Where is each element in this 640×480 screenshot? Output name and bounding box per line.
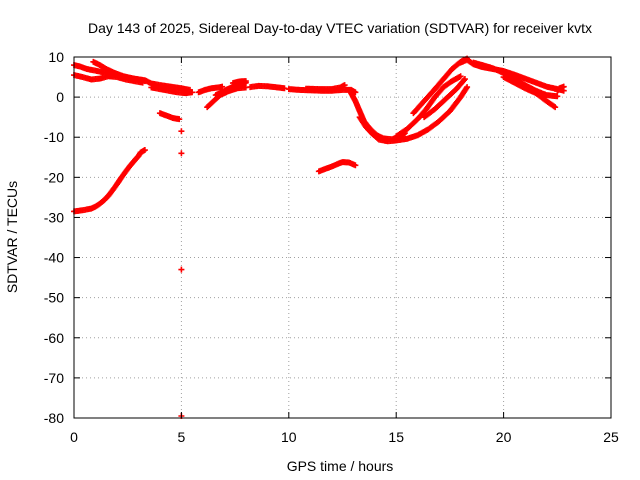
data-point	[242, 78, 249, 85]
series-arc-p	[421, 76, 468, 121]
data-point	[178, 150, 185, 157]
data-point	[176, 116, 183, 123]
y-tick-label: -30	[44, 209, 64, 225]
x-tick-label: 10	[281, 429, 297, 445]
y-axis-label: SDTVAR / TECUs	[4, 181, 20, 293]
y-tick-label: -60	[44, 330, 64, 346]
data-point	[189, 89, 196, 96]
plot-frame	[73, 56, 612, 419]
y-tick-labels: 10 0 -10 -20 -30 -40 -50 -60 -70 -80	[44, 49, 64, 426]
y-tick-label: 10	[48, 49, 64, 65]
data-point	[554, 93, 561, 100]
series-arc-i	[247, 82, 288, 92]
data-point	[141, 147, 148, 154]
data-point	[178, 266, 185, 273]
data-point	[460, 77, 467, 84]
series-arc-d	[148, 84, 196, 97]
series-arc-n	[393, 73, 464, 140]
series-arc-v	[71, 147, 148, 215]
series-arc-e	[195, 83, 226, 96]
x-tick-label: 0	[70, 429, 78, 445]
series-arc-u	[156, 110, 183, 123]
grid-lines	[74, 57, 611, 418]
series-arc-w	[315, 159, 359, 175]
x-tick-label: 25	[603, 429, 619, 445]
data-point	[341, 82, 348, 89]
y-tick-label: -80	[44, 410, 64, 426]
axis-ticks	[73, 56, 612, 419]
x-tick-label: 15	[388, 429, 404, 445]
x-tick-label: 5	[178, 429, 186, 445]
series-arc-m	[356, 84, 471, 145]
data-point	[352, 162, 359, 169]
y-tick-label: -20	[44, 169, 64, 185]
series-arc-h	[229, 78, 249, 87]
data-point	[219, 83, 226, 90]
series-arc-s	[500, 74, 559, 111]
data-point	[178, 128, 185, 135]
data-point	[464, 84, 471, 91]
data-point	[552, 104, 559, 111]
series-arc-t	[554, 83, 567, 95]
data-points	[71, 55, 567, 419]
data-point	[461, 76, 468, 83]
series-arc-g	[212, 79, 249, 99]
data-point	[352, 89, 359, 96]
series-arc-k	[302, 82, 348, 93]
y-tick-label: -70	[44, 370, 64, 386]
x-tick-labels: 0 5 10 15 20 25	[70, 429, 619, 445]
x-axis-label: GPS time / hours	[287, 458, 394, 474]
x-tick-label: 20	[496, 429, 512, 445]
y-tick-label: -40	[44, 250, 64, 266]
y-tick-label: 0	[56, 89, 64, 105]
data-point	[281, 85, 288, 92]
data-point	[457, 73, 464, 80]
chart-title: Day 143 of 2025, Sidereal Day-to-day VTE…	[88, 20, 592, 36]
data-point	[560, 83, 567, 90]
y-tick-label: -10	[44, 129, 64, 145]
y-tick-label: -50	[44, 290, 64, 306]
